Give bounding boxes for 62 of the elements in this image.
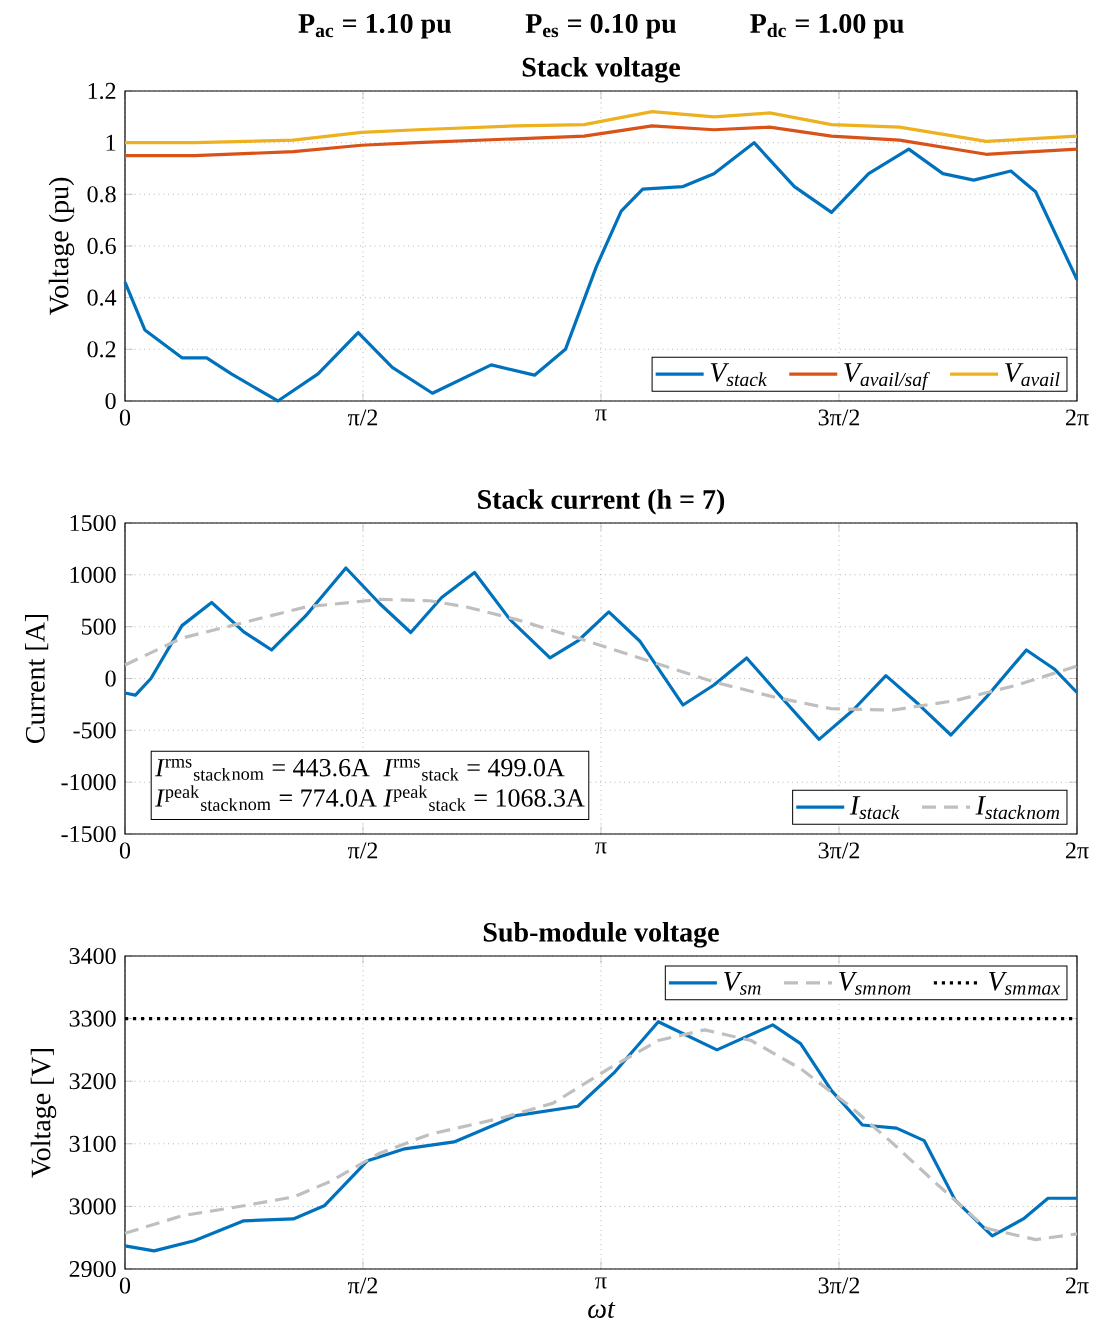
y-tick-label: 3300	[69, 1010, 116, 1027]
x-tick-label: π/2	[347, 409, 378, 426]
annotation: I$^{rms}$$_{stack}$ = 499.0A	[383, 758, 565, 781]
x-tick-label: 0	[119, 842, 131, 859]
y-tick-label: 500	[81, 618, 116, 635]
chart-title: Stack current (h = 7)	[478, 489, 725, 515]
y-tick-label: 3000	[69, 1198, 116, 1215]
y-tick-label: 0.6	[87, 237, 116, 255]
y-tick-label: -1000	[61, 774, 116, 791]
y-tick-label: 2900	[69, 1260, 116, 1278]
line-series	[123, 566, 1079, 741]
legend-label: V$_{sm}$	[723, 971, 761, 995]
chart-title: Sub-module voltage	[483, 921, 719, 948]
x-axis-title: ωt	[588, 1301, 616, 1319]
legend-label: V$_{avail}$	[1005, 363, 1060, 387]
line-series	[123, 110, 1079, 145]
x-tick-label: 3π/2	[818, 1277, 860, 1294]
y-tick-label: 0.4	[87, 289, 117, 306]
chart-title: Stack voltage	[522, 56, 680, 83]
text: P$_{ac}$ = 1.10 pu	[298, 14, 452, 39]
x-tick-label: 0	[119, 409, 131, 426]
x-tick-label: π/2	[347, 1277, 378, 1294]
y-axis-title: Current [A]	[25, 614, 49, 744]
y-axis-title: Voltage [V]	[30, 1049, 57, 1178]
x-tick-label: π	[595, 409, 607, 421]
text: P$_{es}$ = 0.10 pu	[525, 14, 677, 39]
x-tick-label: π/2	[347, 842, 378, 859]
legend-label: I$_{stacknom}$	[975, 796, 1060, 820]
y-tick-label: -1500	[61, 825, 116, 843]
x-tick-label: π	[595, 1277, 607, 1289]
y-axis-title: Voltage (pu)	[48, 177, 75, 316]
x-tick-label: 2π	[1066, 409, 1089, 426]
line-series	[123, 597, 1079, 712]
y-tick-label: 1000	[70, 566, 116, 583]
annotation: I$^{rms}$$_{stacknom}$ = 443.6A	[155, 758, 370, 781]
y-tick-label: 1500	[70, 514, 116, 532]
text: P$_{dc}$ = 1.00 pu	[750, 14, 904, 39]
x-tick-label: π	[595, 842, 607, 854]
y-tick-label: 0.8	[87, 186, 116, 203]
legend-label: V$_{smnom}$	[839, 971, 911, 995]
x-tick-label: 2π	[1066, 842, 1089, 859]
y-tick-label: 3400	[69, 947, 116, 965]
legend-label: V$_{smmax}$	[988, 971, 1060, 995]
y-tick-label: 3200	[69, 1073, 116, 1090]
y-tick-label: 0	[105, 392, 116, 410]
y-tick-label: 0	[105, 670, 116, 687]
y-tick-label: 1	[106, 134, 116, 151]
annotation: I$^{peak}$$_{stack}$ = 1068.3A	[383, 785, 585, 812]
y-tick-label: -500	[73, 722, 116, 739]
x-tick-label: 3π/2	[818, 842, 860, 859]
y-tick-label: 1.2	[88, 82, 116, 100]
x-tick-label: 3π/2	[818, 409, 860, 426]
line-series	[123, 124, 1079, 158]
y-tick-label: 3100	[69, 1135, 116, 1152]
legend-label: I$_{stack}$	[849, 796, 900, 820]
legend-label: V$_{avail/saf}$	[844, 363, 930, 391]
x-tick-label: 2π	[1066, 1277, 1089, 1294]
x-tick-label: 0	[119, 1277, 131, 1294]
line-series	[123, 141, 1079, 403]
legend-label: V$_{stack}$	[710, 363, 767, 387]
annotation: I$^{peak}$$_{stacknom}$ = 774.0A	[155, 785, 377, 812]
y-tick-label: 0.2	[87, 341, 116, 358]
